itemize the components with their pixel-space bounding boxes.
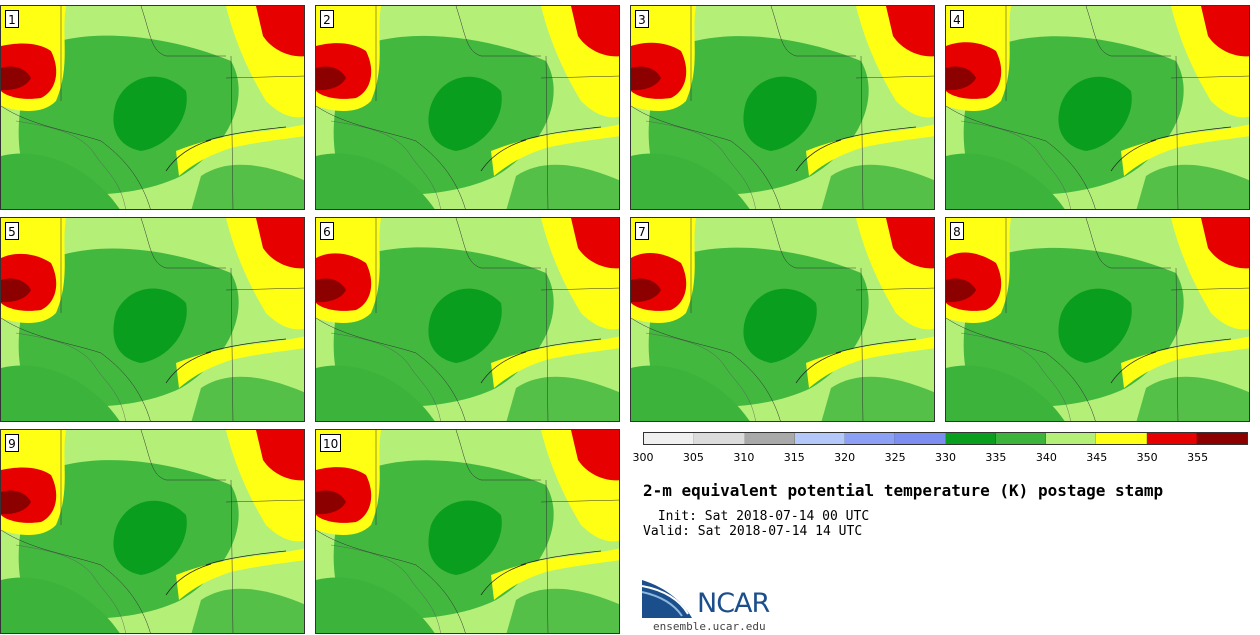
color-bar-tick-label: 320	[834, 451, 856, 464]
color-bar-tick-label: 315	[783, 451, 805, 464]
postage-stamp-panel: 1	[0, 5, 305, 210]
color-bar-tick-label: 325	[884, 451, 906, 464]
color-bar-segment	[845, 433, 896, 444]
panel-number: 7	[635, 222, 649, 240]
panel-map	[1, 430, 304, 633]
postage-stamp-panel: 2	[315, 5, 620, 210]
postage-stamp-panel: 7	[630, 217, 935, 422]
color-bar-segment	[945, 433, 996, 444]
valid-time: Valid: Sat 2018-07-14 14 UTC	[643, 524, 863, 539]
color-bar-tick-label: 305	[682, 451, 704, 464]
color-bar-tick-label: 300	[632, 451, 654, 464]
panel-number: 1	[5, 10, 19, 28]
postage-stamp-panel: 5	[0, 217, 305, 422]
panel-map	[1, 218, 304, 421]
color-bar-tick-label: 340	[1035, 451, 1057, 464]
color-bar-segment	[744, 433, 795, 444]
color-bar-tick-label: 345	[1086, 451, 1108, 464]
panel-number: 6	[320, 222, 334, 240]
panel-number: 9	[5, 434, 19, 452]
postage-stamp-panel: 3	[630, 5, 935, 210]
panel-number: 10	[320, 434, 342, 452]
postage-stamp-panel: 4	[945, 5, 1250, 210]
panel-map	[631, 218, 934, 421]
panel-number: 5	[5, 222, 19, 240]
color-bar-segment	[1196, 433, 1247, 444]
init-time: Init: Sat 2018-07-14 00 UTC	[650, 509, 870, 524]
postage-stamp-panel: 6	[315, 217, 620, 422]
color-bar-tick-label: 335	[985, 451, 1007, 464]
panel-map	[946, 218, 1249, 421]
color-bar-segment	[644, 433, 695, 444]
color-bar-tick-label: 310	[733, 451, 755, 464]
postage-stamp-panel: 9	[0, 429, 305, 634]
panel-number: 4	[950, 10, 964, 28]
ensemble-url: ensemble.ucar.edu	[653, 620, 766, 633]
color-bar-tick-label: 355	[1187, 451, 1209, 464]
color-bar-segment	[1146, 433, 1197, 444]
color-bar-tick-label: 350	[1136, 451, 1158, 464]
color-bar-segment	[1046, 433, 1097, 444]
panel-number: 2	[320, 10, 334, 28]
color-bar	[643, 432, 1248, 445]
panel-map	[1, 6, 304, 209]
panel-map	[316, 430, 619, 633]
color-bar-segment	[1096, 433, 1147, 444]
panel-map	[631, 6, 934, 209]
color-bar-segment	[694, 433, 745, 444]
panel-number: 8	[950, 222, 964, 240]
color-bar-tick-label: 330	[935, 451, 956, 464]
panel-map	[316, 6, 619, 209]
panel-map	[946, 6, 1249, 209]
page-title: 2-m equivalent potential temperature (K)…	[643, 481, 1164, 500]
color-bar-segment	[995, 433, 1046, 444]
color-bar-labels: 300 305 310 315 320 325 330 335 340 345 350 355	[633, 451, 1248, 465]
ncar-logo-text: NCAR	[697, 588, 770, 619]
postage-stamp-panel: 8	[945, 217, 1250, 422]
color-bar-segment	[794, 433, 845, 444]
postage-stamp-panel: 10	[315, 429, 620, 634]
color-bar-segment	[895, 433, 946, 444]
panel-number: 3	[635, 10, 649, 28]
panel-map	[316, 218, 619, 421]
ncar-logo-icon	[642, 580, 692, 618]
